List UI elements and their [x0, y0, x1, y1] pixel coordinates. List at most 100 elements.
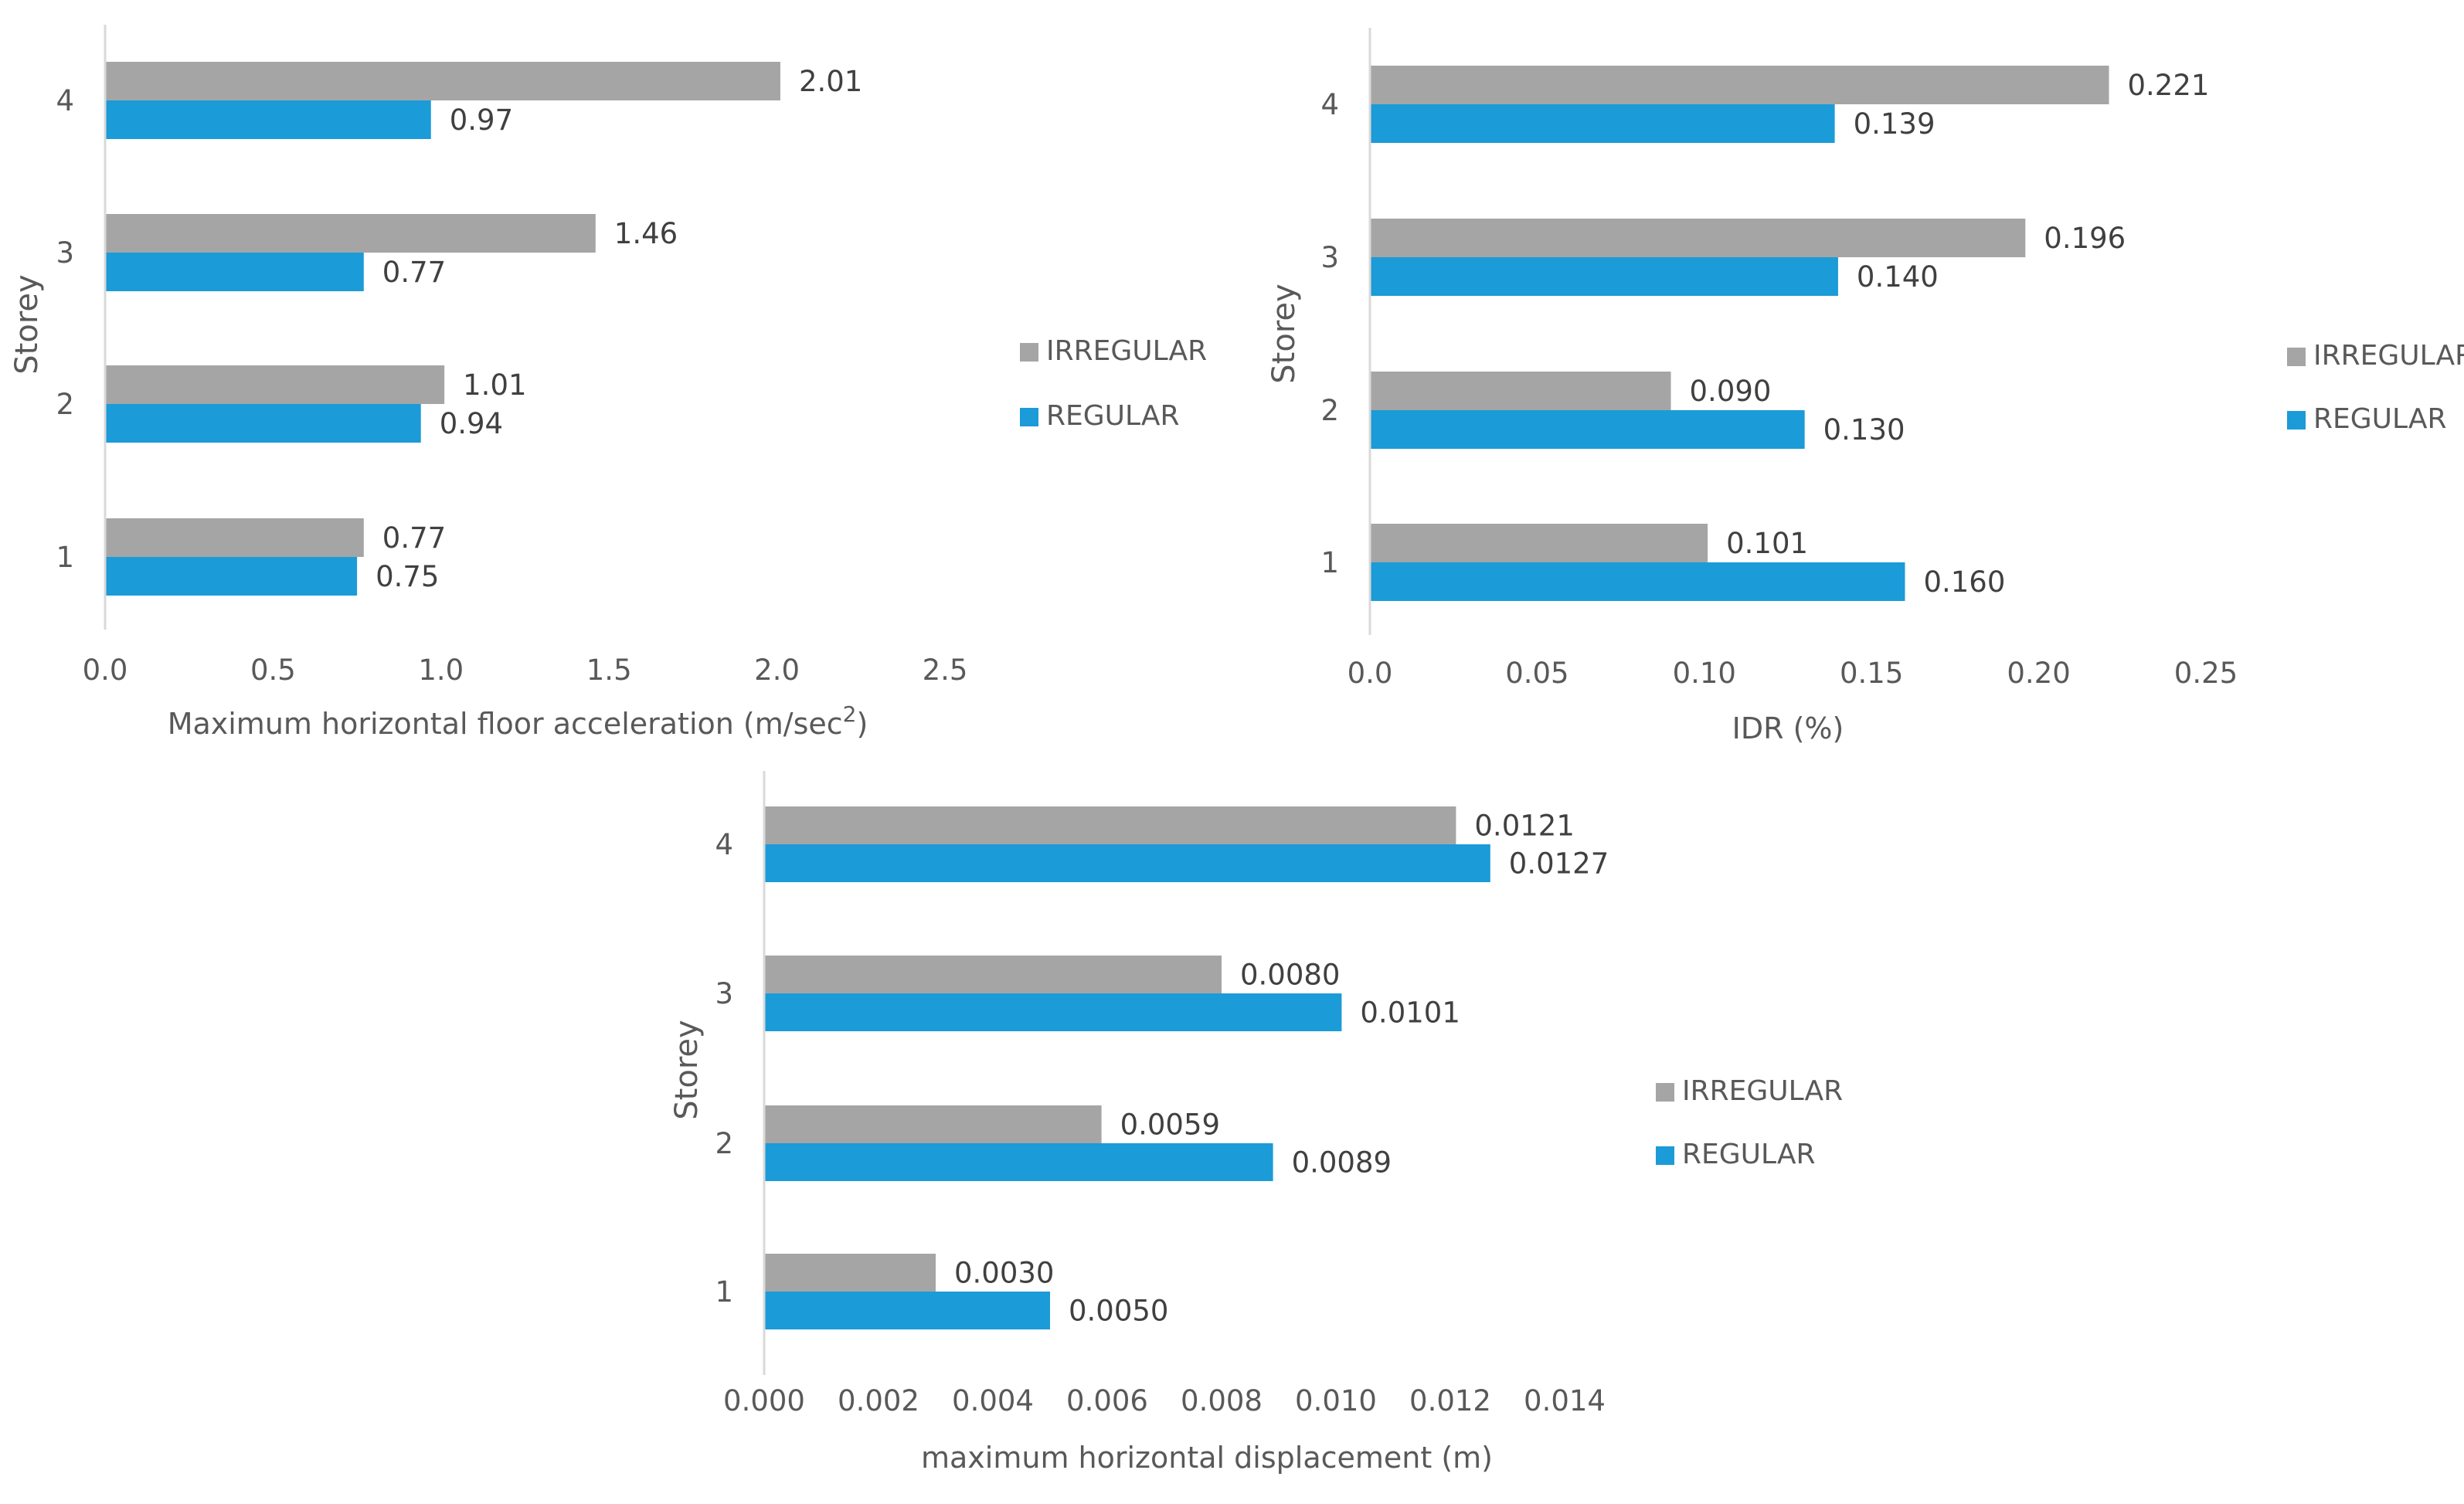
x-tick-label: 0.010 — [1295, 1384, 1377, 1417]
y-tick-label: 3 — [1320, 241, 1339, 274]
y-tick-label: 3 — [715, 977, 733, 1010]
legend-swatch-regular — [2287, 411, 2306, 429]
bar-irregular-storey-4 — [105, 62, 780, 100]
data-label-regular: 0.77 — [382, 256, 446, 289]
bar-regular-storey-1 — [1370, 562, 1905, 601]
data-label-irregular: 2.01 — [799, 65, 862, 98]
x-tick-label: 1.5 — [586, 654, 632, 687]
y-tick-label: 2 — [715, 1127, 733, 1160]
legend-swatch-irregular — [1656, 1083, 1674, 1102]
data-label-irregular: 0.0080 — [1240, 959, 1340, 992]
x-axis-title: IDR (%) — [1732, 711, 1844, 745]
x-tick-label: 0.0 — [1348, 657, 1393, 690]
y-axis-title: Storey — [9, 274, 45, 374]
x-tick-label: 0.0 — [83, 654, 128, 687]
data-label-regular: 0.130 — [1823, 413, 1905, 446]
x-tick-label: 0.006 — [1066, 1384, 1148, 1417]
bar-regular-storey-3 — [764, 993, 1342, 1031]
data-label-regular: 0.160 — [1923, 565, 2005, 599]
data-label-irregular: 0.0030 — [954, 1257, 1054, 1290]
chart-3: 0.000 0.002 0.004 0.006 0.008 0.010 0.012 0.014… — [669, 771, 1843, 1475]
legend-swatch-regular — [1656, 1146, 1674, 1165]
y-tick-label: 1 — [56, 541, 74, 574]
legend: IRREGULAR REGULAR — [2287, 340, 2464, 435]
legend-swatch-regular — [1020, 408, 1038, 426]
data-label-irregular: 0.77 — [382, 521, 446, 555]
data-label-irregular: 0.0121 — [1474, 810, 1574, 843]
bar-irregular-storey-4 — [1370, 66, 2109, 104]
legend-label-regular: REGULAR — [2313, 403, 2447, 435]
bar-regular-storey-3 — [1370, 257, 1838, 296]
bar-regular-storey-1 — [105, 557, 358, 596]
bar-irregular-storey-2 — [105, 365, 445, 404]
data-label-irregular: 0.090 — [1690, 375, 1772, 408]
x-tick-label: 0.20 — [2007, 657, 2070, 690]
x-tick-label: 1.0 — [418, 654, 464, 687]
data-label-regular: 0.139 — [1854, 107, 1936, 141]
legend: IRREGULAR REGULAR — [1656, 1075, 1843, 1170]
data-label-irregular: 0.221 — [2127, 69, 2209, 102]
bar-irregular-storey-2 — [1370, 372, 1671, 410]
x-tick-label: 0.012 — [1409, 1384, 1491, 1417]
y-tick-label: 4 — [56, 84, 74, 117]
bar-regular-storey-2 — [1370, 410, 1805, 449]
y-tick-label: 2 — [1320, 394, 1339, 427]
data-label-regular: 0.97 — [450, 104, 513, 137]
bar-irregular-storey-3 — [1370, 219, 2026, 257]
legend-label-regular: REGULAR — [1046, 400, 1180, 432]
x-tick-label: 0.05 — [1505, 657, 1568, 690]
bar-irregular-storey-4 — [764, 806, 1456, 844]
chart-2: 0.0 0.05 0.10 0.15 0.20 0.25 0.101 0.160 1 0.090 0… — [1266, 28, 2464, 745]
data-label-regular: 0.140 — [1857, 260, 1939, 294]
y-tick-label: 1 — [715, 1275, 733, 1309]
data-label-irregular: 0.101 — [1726, 527, 1808, 560]
bar-irregular-storey-3 — [105, 214, 596, 253]
y-axis-title: Storey — [1266, 283, 1302, 383]
data-label-regular: 0.0127 — [1509, 847, 1609, 881]
data-label-regular: 0.75 — [376, 560, 439, 593]
bar-irregular-storey-1 — [1370, 524, 1708, 562]
data-label-irregular: 1.46 — [614, 217, 678, 250]
bar-irregular-storey-1 — [764, 1254, 936, 1292]
legend-label-irregular: IRREGULAR — [1046, 335, 1207, 367]
legend-swatch-irregular — [1020, 343, 1038, 362]
x-tick-label: 2.5 — [923, 654, 968, 687]
x-tick-label: 0.002 — [838, 1384, 919, 1417]
bar-regular-storey-4 — [105, 100, 431, 139]
bar-regular-storey-1 — [764, 1292, 1050, 1329]
x-tick-label: 0.15 — [1840, 657, 1903, 690]
bar-regular-storey-4 — [764, 844, 1490, 882]
y-axis-title: Storey — [669, 1020, 705, 1119]
x-tick-label: 2.0 — [754, 654, 800, 687]
x-tick-label: 0.5 — [250, 654, 296, 687]
y-tick-label: 2 — [56, 388, 74, 421]
x-tick-label: 0.008 — [1181, 1384, 1263, 1417]
legend-label-regular: REGULAR — [1682, 1139, 1816, 1170]
y-tick-label: 3 — [56, 236, 74, 270]
x-tick-label: 0.004 — [952, 1384, 1034, 1417]
chart-1: 0.0 0.5 1.0 1.5 2.0 2.5 0.77 0.75 1 1.01 0.94 2 1.46… — [9, 25, 1207, 741]
data-label-regular: 0.0101 — [1360, 996, 1460, 1030]
data-label-irregular: 0.0059 — [1120, 1108, 1220, 1142]
x-tick-label: 0.25 — [2174, 657, 2238, 690]
legend-swatch-irregular — [2287, 348, 2306, 366]
data-label-irregular: 0.196 — [2044, 222, 2126, 255]
data-label-irregular: 1.01 — [463, 368, 526, 402]
legend-label-irregular: IRREGULAR — [2313, 340, 2464, 372]
y-tick-label: 4 — [1320, 88, 1339, 121]
data-label-regular: 0.94 — [440, 407, 503, 440]
bar-regular-storey-3 — [105, 253, 364, 291]
y-tick-label: 4 — [715, 828, 733, 861]
bar-regular-storey-2 — [764, 1143, 1273, 1181]
legend: IRREGULAR REGULAR — [1020, 335, 1207, 432]
x-axis-title: maximum horizontal displacement (m) — [921, 1441, 1493, 1475]
bar-regular-storey-4 — [1370, 104, 1835, 143]
x-axis-title: Maximum horizontal floor acceleration (m… — [168, 701, 868, 741]
bar-regular-storey-2 — [105, 404, 421, 443]
bar-irregular-storey-3 — [764, 956, 1222, 993]
x-tick-label: 0.10 — [1673, 657, 1736, 690]
bar-irregular-storey-2 — [764, 1105, 1102, 1143]
bar-irregular-storey-1 — [105, 518, 364, 557]
data-label-regular: 0.0050 — [1069, 1295, 1168, 1328]
